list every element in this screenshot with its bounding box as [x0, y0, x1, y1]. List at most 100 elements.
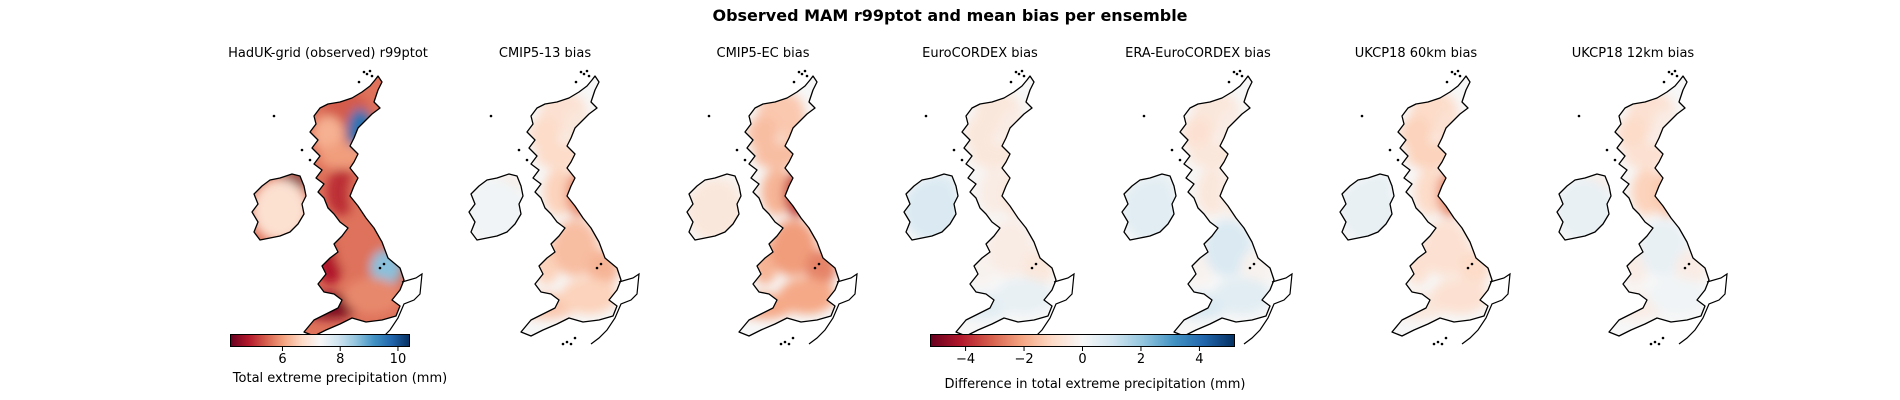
island-dot	[308, 158, 312, 162]
region-southeast	[1648, 277, 1706, 315]
island-dot	[1432, 342, 1436, 346]
region-northwest-england	[543, 168, 575, 216]
island-dot	[1388, 148, 1392, 152]
island-dot	[1687, 262, 1691, 266]
island-dot	[1227, 80, 1231, 84]
colorbar-tick-label: 0	[1078, 352, 1086, 367]
colorbar-tick-label: 2	[1137, 352, 1145, 367]
island-dot	[1248, 266, 1252, 270]
island-dot	[1252, 262, 1256, 266]
island-dot	[1235, 72, 1239, 76]
island-dot	[1017, 72, 1021, 76]
island-dot	[787, 342, 791, 346]
colorbar-gradient	[930, 334, 1235, 347]
island-dot	[1396, 158, 1400, 162]
island-dot	[1453, 72, 1457, 76]
region-ireland	[252, 178, 309, 242]
island-dot	[779, 342, 783, 346]
island-dot	[813, 266, 817, 270]
colorbar-gradient	[230, 334, 410, 347]
region-northeast-england	[566, 170, 592, 218]
island-dot	[1613, 158, 1617, 162]
island-dot	[587, 74, 591, 78]
island-dot	[574, 80, 578, 84]
island-dot	[378, 266, 382, 270]
colorbar-bias-label: Difference in total extreme precipitatio…	[944, 377, 1246, 392]
panel-title-eurocordex: EuroCORDEX bias	[922, 46, 1038, 61]
map-era-eurocordex	[1121, 69, 1293, 346]
island-dot	[1670, 72, 1674, 76]
coastline-great-britain	[303, 75, 405, 337]
island-dot	[573, 336, 577, 340]
island-dot	[1436, 340, 1440, 344]
colorbar-tick-label: −2	[1014, 352, 1033, 367]
island-dot	[800, 72, 804, 76]
island-dot	[1458, 74, 1462, 78]
island-dot	[743, 158, 747, 162]
island-dot	[368, 69, 372, 73]
island-dot	[365, 72, 369, 76]
panel-title-era-eurocordex: ERA-EuroCORDEX bias	[1125, 46, 1271, 61]
island-dot	[797, 70, 801, 74]
coastline-continent	[590, 272, 640, 345]
island-dot	[565, 340, 569, 344]
island-dot	[272, 114, 276, 118]
coastline-continent	[1461, 272, 1511, 345]
island-dot	[382, 262, 386, 266]
coastline-continent	[1243, 272, 1293, 345]
region-southeast	[1213, 277, 1271, 315]
region-central-belt	[318, 143, 366, 169]
coastline-great-britain	[1391, 75, 1493, 337]
island-dot	[817, 262, 821, 266]
region-scotland-west	[529, 115, 561, 153]
island-dot	[1683, 266, 1687, 270]
island-dot	[1014, 70, 1018, 74]
colorbar-tick-label: 6	[278, 352, 286, 367]
island-dot	[1657, 342, 1661, 346]
coastline-ireland	[1121, 173, 1177, 241]
region-northeast-england	[1001, 170, 1027, 218]
island-dot	[1009, 80, 1013, 84]
region-ireland	[1340, 178, 1397, 242]
island-dot	[735, 148, 739, 152]
coastline-ireland	[468, 173, 524, 241]
region-scotland-west	[1182, 115, 1214, 153]
island-dot	[1440, 342, 1444, 346]
coastline-ireland	[1556, 173, 1612, 241]
coastline-ireland	[686, 173, 742, 241]
colorbar-bias: −4 −2 0 2 4	[930, 334, 1235, 367]
island-dot	[595, 266, 599, 270]
region-ireland	[904, 178, 961, 242]
region-scotland-west	[1400, 115, 1432, 153]
region-central-belt	[535, 143, 583, 169]
region-scotland-west	[1617, 115, 1649, 153]
island-dot	[1360, 114, 1364, 118]
island-dot	[362, 70, 366, 74]
region-northeast-england	[784, 170, 810, 218]
island-dot	[1450, 70, 1454, 74]
island-dot	[1022, 74, 1026, 78]
island-dot	[582, 72, 586, 76]
coastline-ireland	[251, 173, 307, 241]
region-central-belt	[1406, 143, 1454, 169]
island-dot	[1673, 69, 1677, 73]
region-scotland-west	[747, 115, 779, 153]
region-northeast-england	[349, 170, 375, 218]
region-southeast	[343, 277, 401, 315]
region-northwest-england	[761, 168, 793, 216]
panel-title-cmip5-ec: CMIP5-EC bias	[716, 46, 810, 61]
island-dot	[1470, 262, 1474, 266]
region-northeast-england	[1219, 170, 1245, 218]
region-midlands	[769, 219, 817, 277]
island-dot	[599, 262, 603, 266]
colorbar-tick-label: −4	[956, 352, 975, 367]
island-dot	[1142, 114, 1146, 118]
island-dot	[1667, 70, 1671, 74]
map-cmip5-ec	[686, 69, 858, 346]
island-dot	[370, 74, 374, 78]
island-dot	[1034, 262, 1038, 266]
island-dot	[1653, 340, 1657, 344]
region-southeast	[1431, 277, 1489, 315]
island-dot	[783, 340, 787, 344]
region-northeast-england	[1437, 170, 1463, 218]
